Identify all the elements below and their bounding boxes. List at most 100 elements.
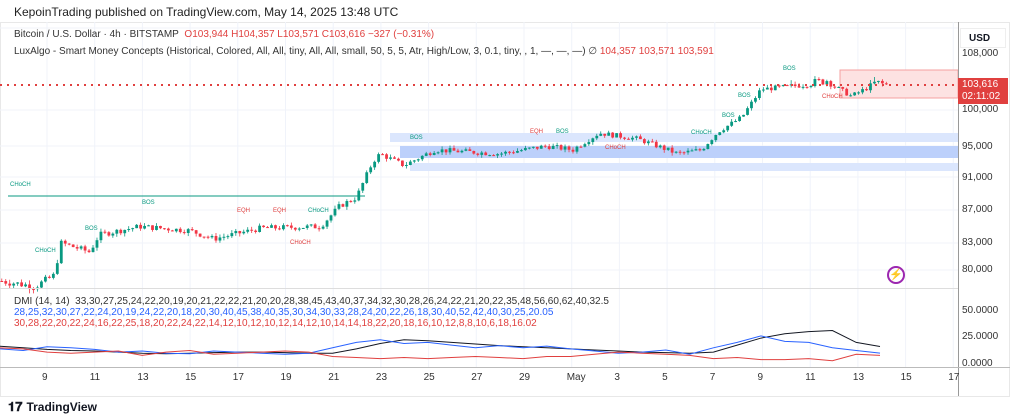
candle-body (222, 236, 226, 238)
candle-body (809, 86, 813, 88)
candle-body (389, 157, 392, 159)
dmi-legend: DMI (14, 14) 33,30,27,25,24,22,20,19,20,… (14, 296, 1024, 329)
candle-body (198, 233, 202, 237)
indicator-name[interactable]: LuxAlgo - Smart Money Concepts (Historic… (14, 46, 586, 57)
candle-body (40, 281, 43, 288)
candle-body (341, 204, 345, 207)
candle-body (373, 161, 377, 168)
candle-body (270, 225, 273, 228)
candle-body (32, 289, 35, 291)
lightning-icon[interactable]: ⚡ (887, 266, 905, 284)
candle-body (488, 155, 492, 157)
date-tick: 25 (423, 372, 435, 383)
candle-body (662, 145, 666, 150)
candle-body (377, 154, 381, 162)
candle-body (746, 108, 749, 115)
candle-body (63, 240, 67, 244)
candle-body (484, 152, 488, 156)
candle-body (432, 152, 436, 155)
close-value: C103,616 (321, 29, 366, 40)
candle-body (726, 125, 730, 131)
date-tick: 27 (471, 372, 483, 383)
indicator-value: 104,357 (599, 46, 636, 57)
smc-label: CHoCH (605, 145, 626, 151)
smc-label: BOS (410, 135, 423, 141)
candle-body (397, 158, 400, 161)
candle-body (516, 150, 519, 153)
low-value: L103,571 (277, 29, 320, 40)
indicator-value: ∅ (588, 46, 598, 57)
candle-body (797, 86, 801, 88)
publish-info: KepoinTrading published on TradingView.c… (14, 5, 399, 19)
candle-body (381, 154, 384, 156)
candle-body (210, 235, 214, 238)
candle-body (55, 263, 59, 274)
candle-body (754, 98, 757, 102)
candle-body (135, 224, 139, 229)
candle-body (627, 138, 630, 140)
candle-body (428, 153, 432, 155)
candle-body (591, 138, 595, 143)
candle-body (587, 142, 591, 145)
smc-label: BOS (738, 93, 751, 99)
price-tick: 95,000 (962, 141, 993, 152)
candle-body (436, 152, 440, 154)
candle-body (95, 240, 99, 248)
candle-body (877, 80, 880, 82)
candle-body (234, 231, 238, 234)
candle-body (214, 235, 218, 241)
price-plot[interactable] (0, 22, 958, 367)
candle-body (147, 225, 150, 227)
candle-body (282, 225, 285, 230)
candle-body (246, 229, 250, 232)
price-tick: 87,000 (962, 204, 993, 215)
date-tick: 13 (137, 372, 149, 383)
candle-body (781, 85, 785, 87)
candle-body (500, 153, 503, 155)
smc-label: CHoCH (308, 208, 329, 214)
candle-body (761, 89, 765, 91)
candle-body (194, 230, 198, 234)
candle-body (127, 229, 131, 231)
candle-body (777, 85, 781, 87)
candle-body (825, 81, 829, 85)
candle-body (460, 150, 464, 153)
smc-label: BOS (783, 66, 796, 72)
pane-separator[interactable] (0, 288, 958, 289)
demand-zone (410, 163, 958, 171)
currency-button[interactable]: USD (960, 28, 1006, 48)
candle-body (603, 133, 607, 136)
candle-body (262, 225, 265, 228)
candle-body (801, 86, 805, 88)
candle-body (599, 133, 603, 136)
symbol-name: Bitcoin / U.S. Dollar · 4h · BITSTAMP (14, 29, 179, 40)
candle-body (765, 87, 769, 90)
candle-body (682, 152, 686, 154)
date-tick: 5 (662, 372, 668, 383)
dmi-tick: 50.0000 (962, 305, 999, 316)
candle-body (278, 228, 281, 230)
candle-body (785, 85, 789, 87)
candle-body (16, 282, 20, 284)
candle-body (440, 149, 444, 153)
indicator-value: 103,571 (638, 46, 675, 57)
minus-di-value: 30,28,22,20,22,24,16,22,25,18,20,22,24,2… (14, 318, 537, 329)
date-tick: 11 (89, 372, 101, 383)
candle-body (412, 160, 416, 162)
candle-body (218, 237, 222, 241)
candle-body (349, 201, 353, 203)
last-price: 103,616 (962, 79, 999, 90)
candle-body (250, 229, 254, 231)
candle-body (369, 167, 373, 173)
demand-zone (390, 133, 958, 142)
candle-body (563, 146, 567, 150)
candle-body (738, 116, 741, 122)
candle-body (51, 273, 55, 278)
candle-body (67, 243, 71, 245)
date-tick: 21 (328, 372, 340, 383)
candle-body (20, 282, 24, 287)
date-tick: 7 (709, 372, 716, 383)
candle-body (480, 152, 484, 155)
date-tick: 9 (757, 372, 764, 383)
candle-body (512, 152, 515, 154)
